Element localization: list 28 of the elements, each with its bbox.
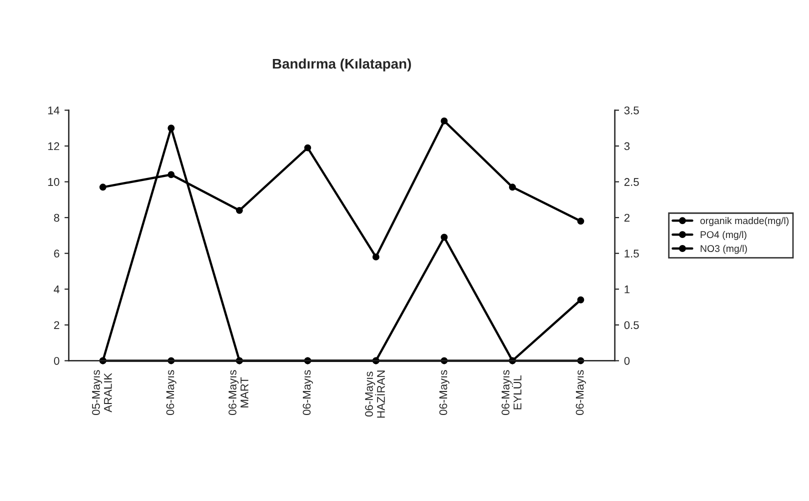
x-tick-label: 06-Mayıs (439, 370, 450, 416)
x-tick-label: 05-Mayıs ARALIK (92, 370, 112, 416)
y-tick-label: 8 (54, 214, 60, 222)
y-tick-label: 2 (54, 321, 60, 329)
x-tick-label: 06-Mayıs (302, 370, 313, 416)
legend-label: organik madde(mg/l) (700, 217, 789, 226)
x-tick-label: 06-Mayıs (166, 370, 176, 416)
x-tick-label: 06-Mayıs MART (228, 370, 248, 416)
x-tick-label: 06-Mayıs EYLÜL (502, 370, 522, 416)
legend-label: PO4 (mg/l) (700, 230, 746, 240)
y2-tick-label: 3.5 (624, 106, 639, 114)
y2-tick-label: 1 (624, 286, 630, 294)
y-tick-label: 0 (54, 356, 60, 365)
y2-tick-label: 1.5 (624, 250, 639, 258)
y2-tick-label: 3 (624, 142, 630, 150)
y-tick-label: 12 (48, 142, 60, 150)
chart-title: Bandırma (Kılatapan) (272, 58, 411, 72)
y-tick-label: 6 (54, 250, 60, 258)
y-tick-label: 4 (54, 286, 60, 294)
x-tick-label: 06-Mayıs (576, 370, 586, 416)
legend-label: NO3 (mg/l) (700, 244, 747, 254)
y2-tick-label: 2.5 (624, 178, 639, 186)
x-tick-label: 06-Mayıs HAZİRAN (365, 370, 385, 418)
y-tick-label: 14 (48, 106, 60, 114)
y2-tick-label: 0.5 (624, 321, 639, 330)
y2-tick-label: 2 (624, 214, 630, 222)
y-tick-label: 10 (48, 178, 60, 186)
y2-tick-label: 0 (624, 356, 630, 365)
